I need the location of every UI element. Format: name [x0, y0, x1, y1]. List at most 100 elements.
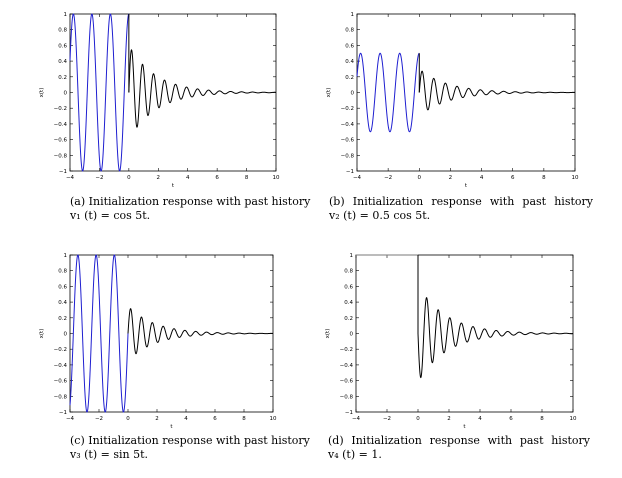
chart-c-ytick-label: −0.6	[54, 379, 68, 385]
chart-panel-c: −4 −2 0 2 4 6 8 10 −1 −0.8 −0.6 −0.4 −0.2 0 0.2 0.4 0.6 0…	[0, 239, 311, 478]
chart-b-ytick-label: −0.8	[341, 153, 355, 159]
chart-c-xtick-label: 2	[155, 416, 159, 422]
caption-c: (c) Initialization response with past hi…	[70, 434, 310, 462]
chart-panel-b: −4 −2 0 2 4 6 8 10 −1 −0.8 −0.6 −0.4 −0.2 0 0.2 0.4 0.6 0…	[311, 0, 622, 239]
chart-a-xtick-label: 10	[273, 175, 280, 181]
chart-c-xtick-label: 10	[270, 416, 277, 422]
chart-c-xtick-label: 0	[126, 416, 130, 422]
chart-b-response-line	[418, 70, 576, 111]
caption-a-line2: v₁ (t) = cos 5t.	[70, 209, 151, 222]
chart-a-ytick-label: −0.6	[54, 138, 68, 144]
chart-a-xtick-label: 8	[245, 175, 249, 181]
chart-b-ytick-label: −0.6	[341, 138, 355, 144]
chart-a-xtick-label: −2	[95, 175, 103, 181]
chart-c-xtick-label: −2	[95, 416, 103, 422]
chart-d-ytick-label: −0.4	[340, 363, 354, 369]
chart-panel-a: −4 −2 0 2 4 6 8 10 −1 −0.8 −0.6 −0.4 −0.2 0 0.2 0.4 0.6 0…	[0, 0, 311, 239]
chart-a-response-line	[128, 49, 277, 128]
caption-d: (d) Initialization response with past hi…	[328, 434, 590, 462]
chart-c-xtick-label: −4	[66, 416, 75, 422]
caption-b-line2: v₂ (t) = 0.5 cos 5t.	[329, 209, 431, 222]
chart-a-ytick-label: 1	[64, 12, 68, 18]
chart-d-xtick-label: 10	[570, 416, 577, 422]
chart-d-response-line	[417, 297, 574, 379]
chart-a-xtick-label: 4	[186, 175, 190, 181]
chart-a-history-line	[69, 13, 130, 172]
chart-a-ylabel: x(t)	[39, 88, 45, 98]
chart-a-ytick-label: 0.8	[58, 28, 67, 34]
caption-a: (a) Initialization response with past hi…	[70, 195, 311, 223]
chart-c-ytick-label: 0.4	[58, 300, 67, 306]
chart-c-ylabel: x(t)	[39, 329, 45, 339]
chart-c-ytick-label: 1	[64, 253, 68, 259]
chart-b-ytick-label: −0.4	[341, 122, 355, 128]
chart-b-xtick-label: 8	[542, 175, 546, 181]
chart-d-xtick-label: −4	[352, 416, 361, 422]
chart-a-xlabel: t	[172, 183, 175, 189]
chart-d-xtick-label: 0	[416, 416, 420, 422]
chart-c-ytick-label: 0.2	[58, 316, 67, 322]
chart-d-ytick-label: 0.6	[344, 284, 353, 290]
chart-c-xtick-label: 8	[242, 416, 246, 422]
chart-b-xtick-label: 6	[511, 175, 515, 181]
chart-b-xtick-label: 2	[449, 175, 453, 181]
chart-d-xtick-label: 8	[540, 416, 544, 422]
chart-d-xtick-label: 6	[509, 416, 513, 422]
chart-b-ytick-label: 0.8	[345, 28, 354, 34]
chart-c-ytick-label: 0	[64, 332, 68, 338]
chart-b-ytick-label: 0	[351, 91, 355, 97]
chart-a-ytick-label: 0.2	[58, 75, 67, 81]
chart-a-ytick-label: −0.2	[54, 106, 67, 112]
chart-c-ytick-label: −0.8	[54, 394, 68, 400]
chart-b-svg: −4 −2 0 2 4 6 8 10 −1 −0.8 −0.6 −0.4 −0.2 0 0.2 0.4 0.6 0…	[326, 12, 579, 189]
chart-d-xtick-label: 2	[447, 416, 451, 422]
chart-b-xlabel: t	[465, 183, 468, 189]
chart-b-ytick-label: 1	[351, 12, 355, 18]
caption-d-line2: v₄ (t) = 1.	[328, 448, 382, 461]
chart-b-xtick-label: 4	[480, 175, 484, 181]
caption-a-line1: (a) Initialization response with past hi…	[70, 195, 311, 208]
chart-d-xtick-label: −2	[383, 416, 391, 422]
chart-b-xtick-label: −4	[353, 175, 362, 181]
chart-a-ytick-label: −0.4	[54, 122, 68, 128]
chart-d-xtick-label: 4	[478, 416, 482, 422]
chart-d-ytick-label: −1	[345, 410, 353, 416]
chart-b-xtick-label: 0	[418, 175, 422, 181]
chart-b-ytick-label: 0.6	[345, 43, 354, 49]
chart-c-xtick-label: 4	[184, 416, 188, 422]
chart-c-xtick-label: 6	[213, 416, 217, 422]
chart-b-ytick-label: 0.4	[345, 59, 354, 65]
chart-c-xlabel: t	[170, 424, 173, 430]
chart-d-ytick-label: −0.8	[340, 394, 354, 400]
chart-panel-d: −4 −2 0 2 4 6 8 10 −1 −0.8 −0.6 −0.4 −0.2 0 0.2 0.4 0.6 0…	[311, 239, 622, 478]
chart-b-ytick-label: 0.2	[345, 75, 354, 81]
chart-d-ytick-label: 0.8	[344, 269, 353, 275]
chart-a-ytick-label: −0.8	[54, 153, 68, 159]
chart-b-xtick-label: −2	[384, 175, 392, 181]
chart-d-ytick-label: −0.2	[340, 347, 353, 353]
chart-b-ytick-label: −1	[346, 169, 354, 175]
chart-c-ytick-label: 0.6	[58, 284, 67, 290]
chart-a-ytick-label: 0.4	[58, 59, 67, 65]
chart-d-ytick-label: 0.2	[344, 316, 353, 322]
caption-c-line2: v₃ (t) = sin 5t.	[70, 448, 148, 461]
chart-c-ytick-label: 0.8	[58, 269, 67, 275]
chart-d-ylabel: x(t)	[325, 329, 331, 339]
chart-c-svg: −4 −2 0 2 4 6 8 10 −1 −0.8 −0.6 −0.4 −0.2 0 0.2 0.4 0.6 0…	[39, 253, 277, 430]
chart-d-svg: −4 −2 0 2 4 6 8 10 −1 −0.8 −0.6 −0.4 −0.2 0 0.2 0.4 0.6 0…	[325, 253, 577, 430]
chart-c-ytick-label: −0.4	[54, 363, 68, 369]
chart-c-ytick-label: −0.2	[54, 347, 67, 353]
caption-c-line1: (c) Initialization response with past hi…	[70, 434, 310, 447]
chart-c-history-line	[69, 254, 129, 413]
caption-d-line1: (d) Initialization response with past hi…	[328, 434, 590, 447]
chart-a-xtick-label: 2	[157, 175, 161, 181]
chart-c-response-line	[127, 308, 274, 355]
chart-a-svg: −4 −2 0 2 4 6 8 10 −1 −0.8 −0.6 −0.4 −0.2 0 0.2 0.4 0.6 0…	[39, 12, 280, 189]
chart-b-xtick-label: 10	[572, 175, 579, 181]
caption-b: (b) Initialization response with past hi…	[329, 195, 593, 223]
caption-b-line1: (b) Initialization response with past hi…	[329, 195, 593, 208]
chart-b-ylabel: x(t)	[326, 88, 332, 98]
chart-b-history-line	[356, 52, 420, 133]
chart-c-ytick-label: −1	[59, 410, 67, 416]
chart-a-xtick-label: 0	[127, 175, 131, 181]
